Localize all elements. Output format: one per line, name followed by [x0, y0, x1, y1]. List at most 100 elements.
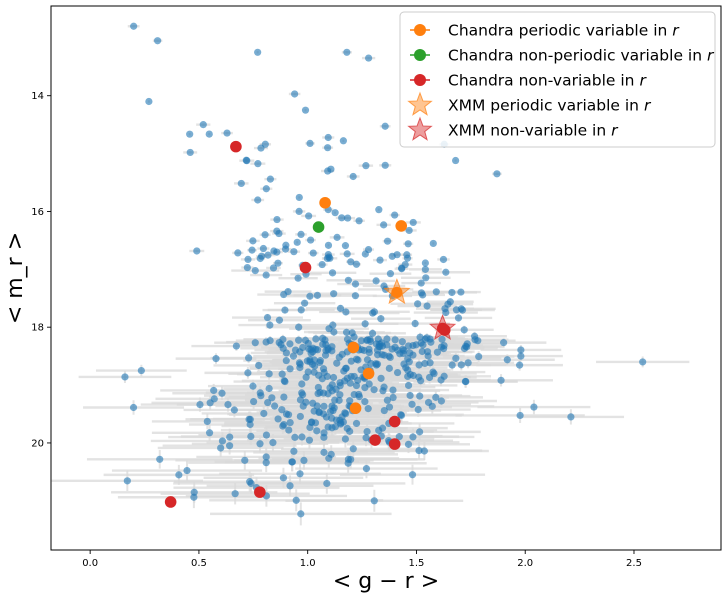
data-point	[186, 130, 194, 138]
data-point	[296, 348, 304, 356]
data-point	[292, 496, 300, 504]
data-point	[340, 367, 348, 375]
data-point	[230, 406, 238, 414]
data-point	[318, 260, 326, 269]
data-point	[400, 360, 408, 368]
data-point	[305, 345, 313, 353]
data-point	[295, 193, 303, 202]
data-point	[383, 396, 391, 404]
data-point	[263, 313, 272, 322]
data-point	[313, 427, 321, 435]
data-point	[318, 334, 327, 342]
data-point	[288, 458, 297, 466]
data-point	[237, 179, 245, 188]
data-point	[404, 354, 412, 363]
data-point	[244, 255, 252, 264]
data-point	[331, 209, 339, 217]
data-point	[145, 97, 153, 106]
data-point	[516, 361, 524, 369]
data-point	[409, 433, 417, 441]
data-point	[385, 403, 394, 411]
data-point	[347, 258, 355, 266]
data-point	[333, 359, 341, 367]
data-point	[190, 493, 198, 501]
data-point	[368, 329, 377, 337]
chandra-point	[164, 496, 177, 508]
data-point	[361, 398, 369, 406]
data-point	[424, 398, 433, 407]
data-point	[386, 270, 395, 278]
data-point	[256, 389, 264, 397]
chandra-point	[369, 434, 381, 446]
data-point	[380, 221, 388, 229]
data-point	[312, 335, 320, 343]
data-point	[420, 447, 428, 455]
chandra-point	[312, 221, 325, 233]
data-point	[281, 306, 289, 314]
data-point	[183, 466, 191, 475]
chandra-point	[395, 220, 408, 232]
data-point	[458, 306, 467, 314]
data-point	[372, 277, 380, 285]
data-point	[289, 352, 298, 360]
data-point	[286, 340, 294, 348]
data-point	[361, 320, 369, 328]
data-point	[416, 333, 424, 341]
data-point	[268, 394, 276, 402]
data-point	[203, 417, 211, 426]
data-point	[389, 386, 397, 394]
data-point	[249, 382, 257, 390]
data-point	[305, 212, 313, 220]
data-point	[290, 447, 298, 455]
x-tick-label: 0.5	[191, 558, 207, 569]
data-point	[298, 380, 306, 388]
data-point	[328, 402, 336, 410]
data-point	[389, 393, 397, 402]
data-point	[328, 269, 337, 277]
data-point	[226, 442, 234, 450]
chandra-point	[319, 196, 331, 209]
data-point	[381, 122, 389, 130]
data-point	[351, 292, 360, 300]
xmm-point	[391, 286, 403, 299]
data-point	[342, 328, 351, 336]
data-point	[279, 335, 287, 343]
data-point	[247, 432, 255, 441]
data-point	[249, 237, 257, 245]
data-point	[257, 144, 265, 152]
legend-marker-circle	[414, 24, 426, 36]
data-point	[217, 444, 225, 452]
data-point	[262, 453, 270, 461]
data-point	[273, 215, 281, 224]
plot-frame	[50, 5, 722, 551]
data-point	[226, 433, 234, 441]
data-point	[331, 396, 339, 404]
data-point	[349, 445, 357, 453]
data-point	[232, 342, 240, 350]
data-point	[404, 240, 412, 248]
data-point	[342, 308, 350, 316]
data-point	[475, 352, 483, 361]
data-point	[218, 389, 226, 397]
legend-entry: Chandra periodic variable in r	[410, 22, 680, 40]
data-point	[205, 130, 213, 138]
data-point	[380, 351, 388, 359]
data-point	[231, 490, 239, 498]
data-point	[306, 423, 314, 432]
chandra-point	[347, 341, 360, 354]
data-point	[300, 456, 308, 465]
data-point	[377, 315, 385, 323]
y-tick-label: 14	[31, 91, 44, 102]
data-point	[364, 405, 372, 413]
data-point	[416, 392, 424, 400]
data-point	[357, 337, 365, 345]
data-point	[306, 292, 314, 300]
data-point	[370, 386, 378, 394]
data-point	[291, 90, 299, 98]
data-point	[474, 337, 482, 345]
chandra-point	[230, 140, 242, 153]
data-point	[290, 248, 298, 256]
data-point	[349, 172, 357, 181]
data-point	[333, 233, 341, 241]
